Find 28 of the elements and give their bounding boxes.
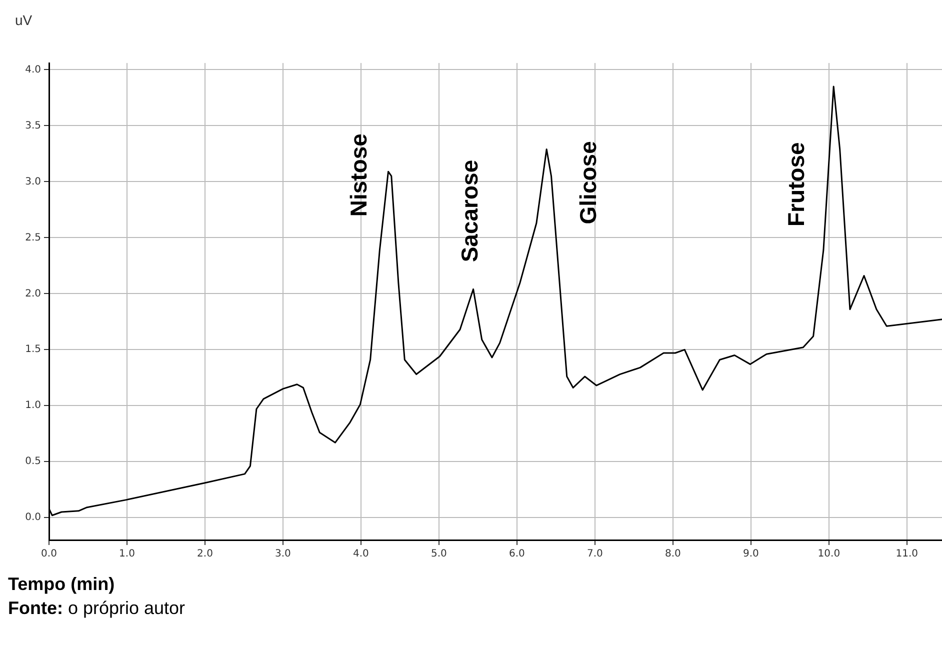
x-tick-label: 3.0 xyxy=(275,548,291,560)
annotation: Nistose xyxy=(346,134,372,217)
x-tick-label: 5.0 xyxy=(431,548,447,560)
source-note: Fonte: o próprio autor xyxy=(8,598,186,618)
x-tick-label: 0.0 xyxy=(41,548,57,560)
x-tick-label: 10.0 xyxy=(818,548,840,560)
x-axis-title: Tempo (min) xyxy=(8,574,115,595)
x-tick-label: 8.0 xyxy=(664,548,681,560)
x-tick-label: 7.0 xyxy=(586,548,603,560)
y-tick-label: 2.0 xyxy=(25,288,41,300)
y-tick-label: 3.5 xyxy=(25,120,41,132)
y-tick-label: 1.0 xyxy=(25,400,41,412)
x-tick-label: 9.0 xyxy=(742,548,759,560)
y-tick-label: 0.5 xyxy=(25,456,41,468)
y-tick-label: 3.0 xyxy=(25,176,41,188)
y-tick-label: 1.5 xyxy=(25,344,41,356)
y-axis-title: uV xyxy=(15,12,32,28)
x-tick-label: 11.0 xyxy=(896,548,918,560)
y-tick-label: 0.0 xyxy=(25,512,41,524)
x-tick-label: 1.0 xyxy=(119,548,135,560)
y-tick-label: 4.0 xyxy=(25,64,41,76)
annotation: Glicose xyxy=(574,141,601,224)
x-tick-label: 6.0 xyxy=(508,548,525,560)
annotation: Frutose xyxy=(782,142,809,227)
x-tick-label: 4.0 xyxy=(353,548,369,560)
annotation: Sacarose xyxy=(456,160,483,262)
y-tick-label: 2.5 xyxy=(25,232,41,244)
x-tick-label: 2.0 xyxy=(197,548,213,560)
